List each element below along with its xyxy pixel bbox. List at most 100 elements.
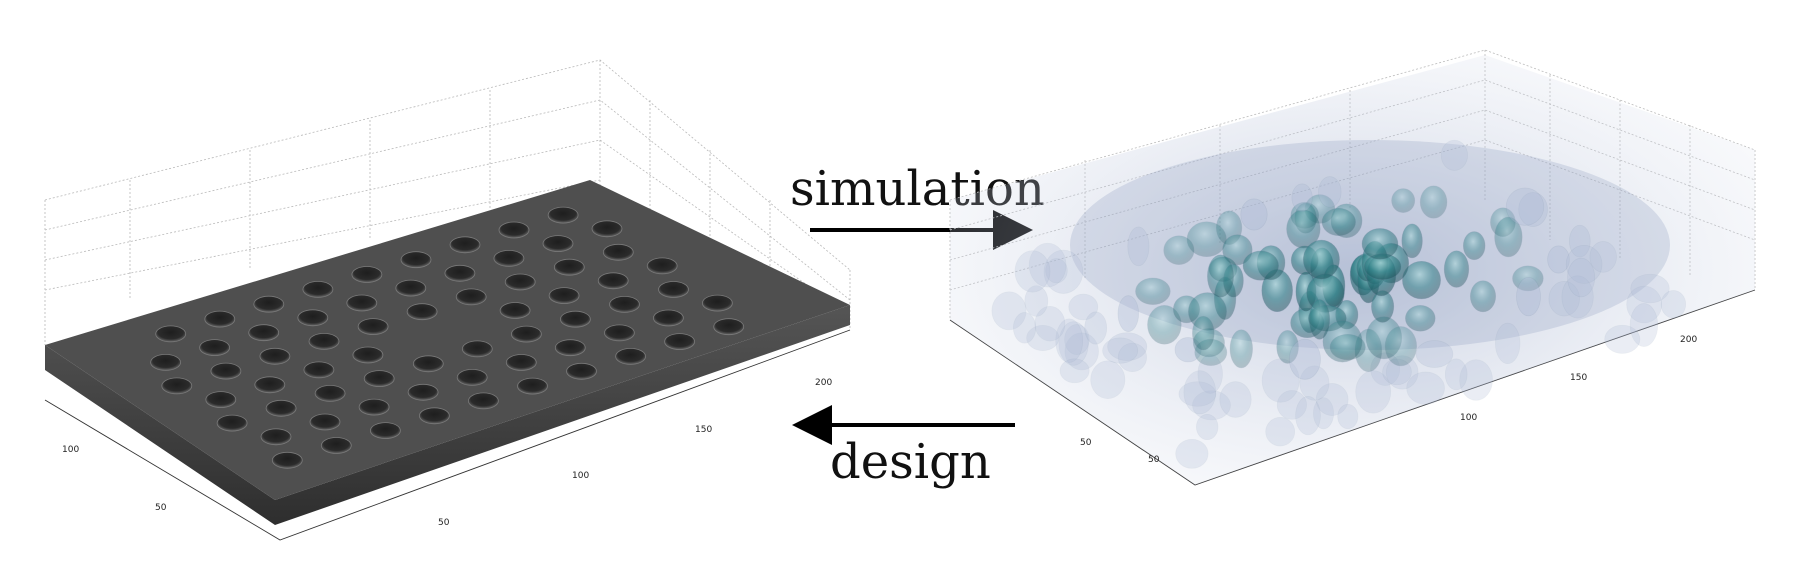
isosurface-blob [1229,329,1253,369]
plate-hole [499,302,531,319]
left-axes [44,329,851,541]
plate-hole [271,451,303,469]
left-tick-labels: 100 50 50 100 150 200 [62,378,832,528]
plate-hole [547,206,579,224]
plate-hole [553,258,585,276]
plate-hole [346,294,378,312]
plate-hole [369,422,401,440]
isosurface-blob [1626,285,1663,324]
isosurface-blob [1286,209,1321,249]
isosurface-blob [1443,250,1470,288]
plate-hole [658,281,689,298]
plate-hole [493,249,525,267]
plate-hole [449,236,481,254]
isosurface-blob [1192,390,1231,421]
isosurface-blob [1090,360,1126,399]
isosurface-blob [1462,231,1486,261]
right-3d-plot: 50 50 100 150 200 [949,49,1756,486]
isosurface-blob [1013,312,1037,344]
plate-hole [560,310,591,328]
plate-hole [615,347,646,365]
plate-hole [653,309,684,327]
plate-hole [150,353,182,371]
isosurface-blob [1321,207,1356,237]
right-x-tick-150: 150 [1570,373,1587,383]
simulation-volume [950,55,1755,485]
plate-hole [455,288,487,306]
isosurface-blob [1058,321,1089,366]
plate-hole [517,377,548,395]
right-tick-labels: 50 50 100 150 200 [1080,335,1697,465]
isosurface-blob [1034,306,1066,342]
isosurface-blob [1419,185,1448,219]
isosurface-blob [1660,290,1687,319]
left-x-tick-150: 150 [695,425,712,435]
isosurface-blob [1405,305,1436,332]
plate-hole [554,339,586,357]
right-x-tick-200: 200 [1680,335,1697,345]
plate-hole [320,437,352,454]
isosurface-blob [1163,235,1195,265]
isosurface-blob [1569,224,1591,258]
plate-hole [351,266,383,283]
plate-hole [363,370,395,388]
isosurface-blob [1043,249,1084,294]
isosurface-blob [1192,315,1215,351]
isosurface-blob [1117,342,1147,372]
plate-hole [357,318,389,336]
isosurface-blob [1068,293,1099,321]
plate-hole [395,279,427,297]
isosurface-blob [1406,371,1445,405]
isosurface-blob [1401,223,1423,259]
plate-hole [713,318,745,336]
isosurface-blob [1107,332,1148,361]
isosurface-blob [1516,276,1541,317]
plate-hole [216,414,248,432]
left-y-tick-50: 50 [155,503,167,513]
plate-hole [302,280,334,298]
plate-hole [418,407,450,425]
isosurface-blob [1219,381,1252,418]
plate-hole [566,362,597,380]
plate-hole [461,340,493,358]
right-y-tick-50: 50 [1080,438,1092,448]
plate-hole [265,399,297,417]
isosurface-blob [1308,299,1331,340]
isosurface-blob [1135,277,1171,305]
plate-hole [248,324,280,342]
isosurface-blob [1548,281,1580,317]
plate-hole [444,264,476,282]
plate-hole [498,221,530,239]
plate-hole [260,428,292,446]
plate-hole [467,392,499,410]
isosurface-blob [1117,295,1139,332]
isosurface-blob [1604,324,1641,354]
isosurface-blob [1518,192,1548,227]
isosurface-blob [1014,250,1051,293]
plate-hole [646,257,678,275]
plate-hole [406,303,438,321]
plate-hole [205,391,237,409]
isosurface-blob [1302,239,1340,280]
isosurface-blob [1589,241,1617,273]
left-x-tick-50: 50 [438,518,450,528]
isosurface-blob [1299,365,1330,401]
isosurface-blob [991,291,1027,331]
isosurface-blob [1337,403,1359,430]
isosurface-blob [1207,254,1234,298]
plate-hole [604,324,635,342]
isosurface-blob [1629,303,1659,347]
plate-hole [702,294,733,312]
isosurface-blob [1127,226,1150,267]
isosurface-blob [1288,338,1321,380]
isosurface-blob [1084,311,1108,345]
perforated-plate [45,180,850,525]
isosurface-blob [1291,183,1313,212]
isosurface-blob [1459,359,1493,401]
design-label: design [830,434,991,490]
isosurface-blob [1329,333,1366,361]
isosurface-blob [1276,390,1307,420]
plate-hole [161,377,193,395]
isosurface-blob [1567,257,1596,298]
